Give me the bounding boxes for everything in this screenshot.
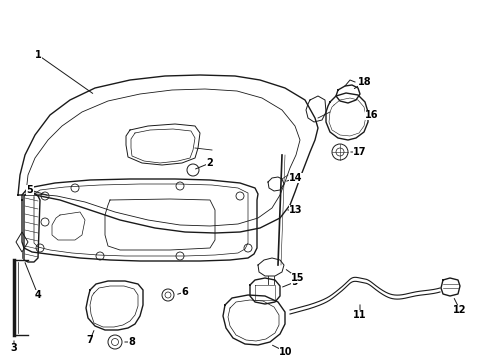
Text: 5: 5: [26, 185, 33, 195]
Text: 18: 18: [357, 77, 371, 87]
Text: 8: 8: [128, 337, 135, 347]
Text: 14: 14: [289, 173, 302, 183]
Text: 16: 16: [365, 110, 378, 120]
Text: 4: 4: [35, 290, 41, 300]
Text: 13: 13: [289, 205, 302, 215]
Text: 9: 9: [291, 277, 298, 287]
Text: 11: 11: [352, 310, 366, 320]
Text: 6: 6: [181, 287, 188, 297]
Text: 3: 3: [11, 343, 18, 353]
Text: 2: 2: [206, 158, 213, 168]
Text: 1: 1: [35, 50, 41, 60]
Text: 15: 15: [291, 273, 304, 283]
Text: 10: 10: [279, 347, 292, 357]
Text: 12: 12: [452, 305, 466, 315]
Text: 17: 17: [352, 147, 366, 157]
Text: 7: 7: [86, 335, 93, 345]
